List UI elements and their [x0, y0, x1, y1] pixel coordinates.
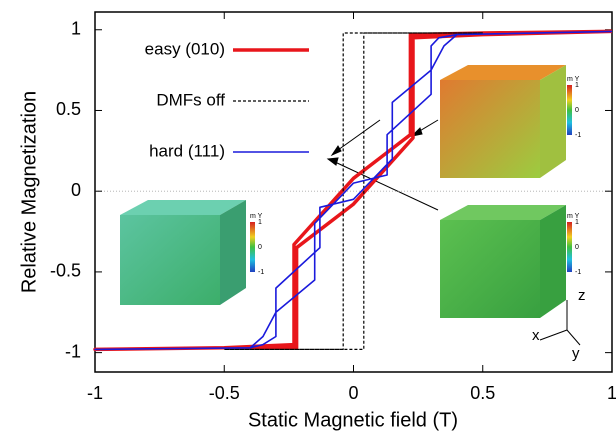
inset-label: m Y [567, 76, 580, 83]
legend-label: hard (111) [149, 141, 225, 160]
triad-label: y [572, 345, 580, 362]
inset-tick: -1 [575, 269, 581, 276]
inset-tick: 1 [575, 219, 579, 226]
inset-tick: 1 [258, 219, 262, 226]
inset-label: m Y [567, 213, 580, 220]
x-tick-label: 0.5 [470, 383, 495, 403]
inset-cube [120, 200, 255, 305]
x-tick-label: 1 [607, 383, 616, 403]
inset-tick: -1 [575, 132, 581, 139]
triad-label: x [532, 327, 540, 344]
inset-tick: 0 [575, 107, 579, 114]
y-tick-label: 0 [71, 180, 81, 200]
inset-tick: 1 [575, 82, 579, 89]
inset-tick: 0 [258, 244, 262, 251]
inset-label: m Y [250, 213, 263, 220]
legend-label: DMFs off [156, 90, 225, 109]
y-tick-label: -1 [65, 341, 81, 361]
triad-label: z [578, 287, 586, 304]
x-tick-label: 0 [348, 383, 358, 403]
inset-tick: -1 [258, 269, 264, 276]
arrows [326, 119, 439, 211]
y-tick-label: -0.5 [50, 261, 81, 281]
y-axis-label: Relative Magnetization [18, 91, 40, 293]
series-line [94, 30, 613, 351]
inset-cube [440, 205, 572, 318]
axes-triad [539, 300, 581, 346]
legend-label: easy (010) [145, 39, 225, 58]
x-axis-label: Static Magnetic field (T) [248, 409, 458, 431]
x-tick-label: -1 [87, 383, 103, 403]
y-tick-label: 1 [71, 19, 81, 39]
series-line [223, 32, 483, 350]
x-tick-label: -0.5 [209, 383, 240, 403]
y-tick-label: 0.5 [56, 99, 81, 119]
inset-cube [440, 65, 572, 178]
inset-tick: 0 [575, 244, 579, 251]
